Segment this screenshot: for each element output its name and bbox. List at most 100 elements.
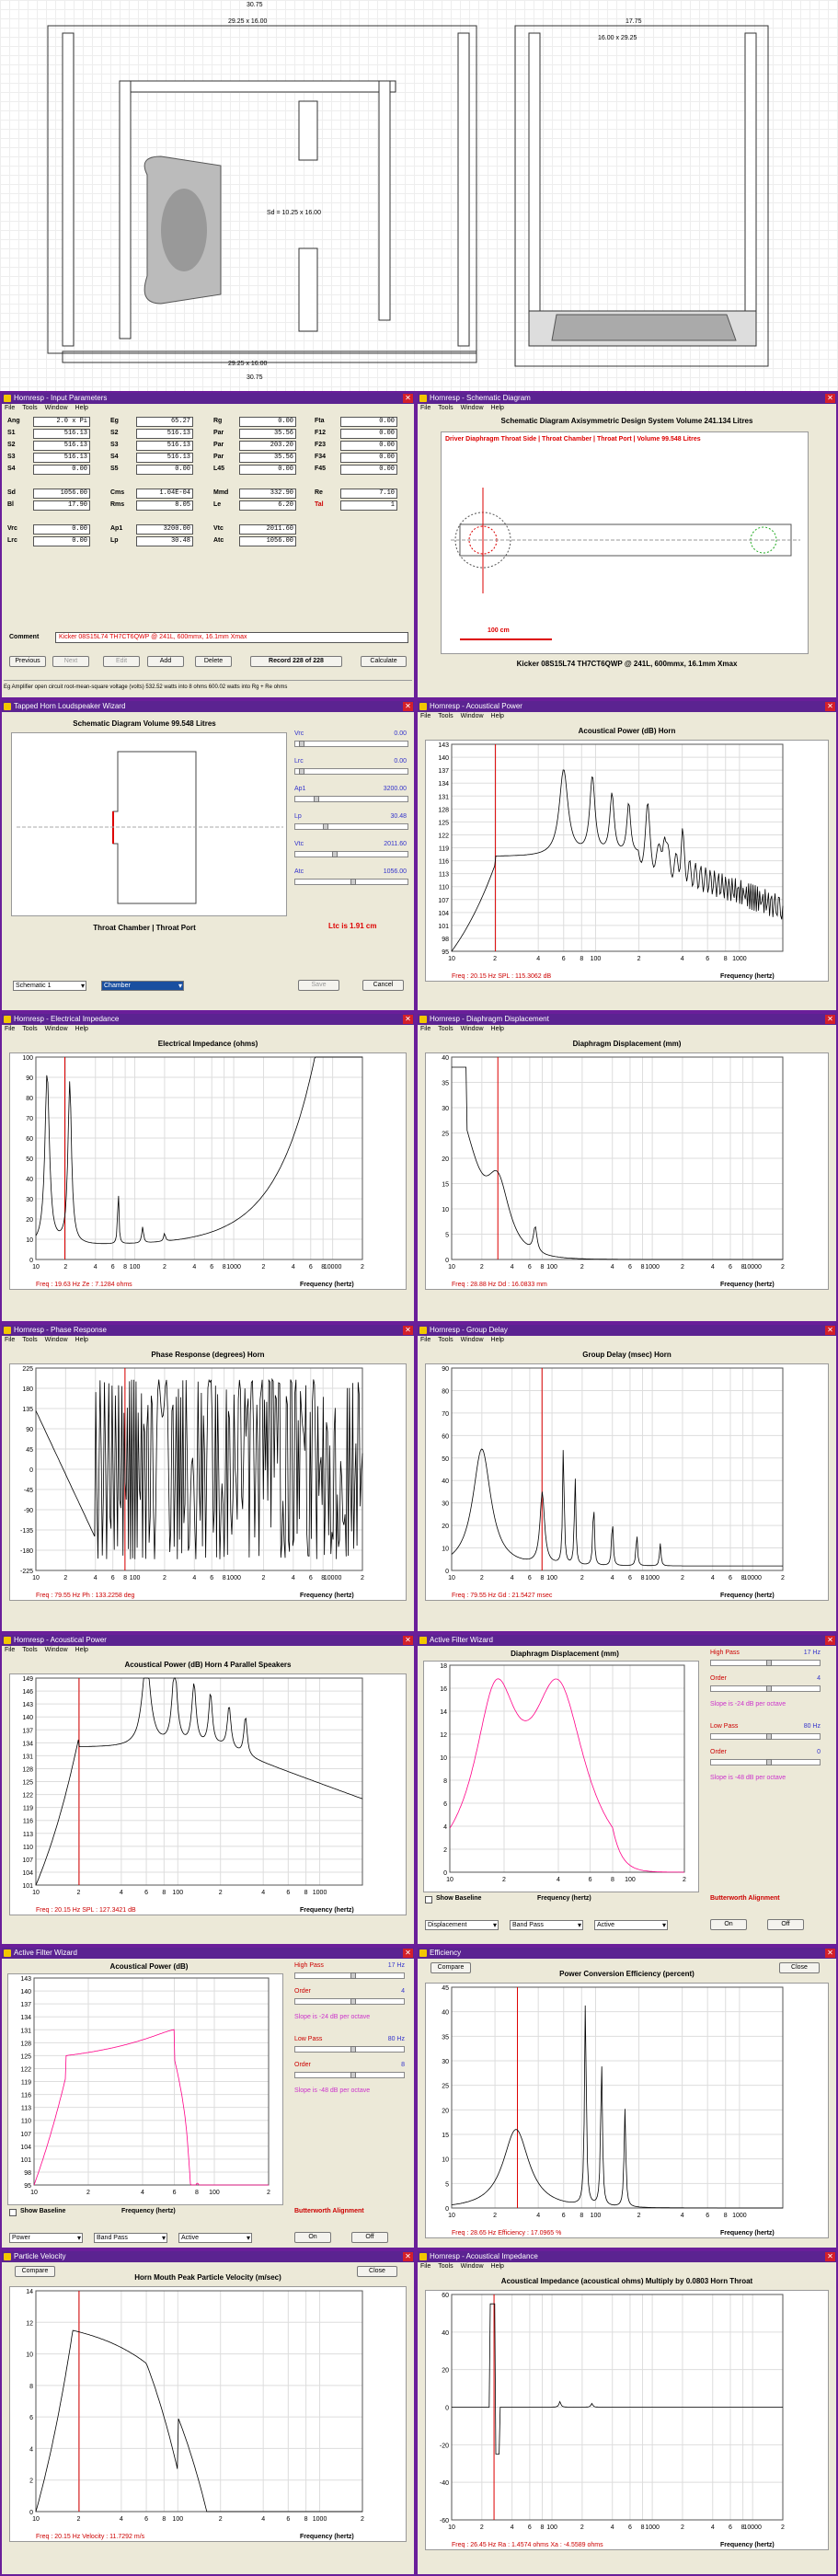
menu-window[interactable]: Window [44, 1337, 68, 1343]
filter-slider[interactable] [710, 1685, 821, 1692]
close-icon[interactable]: ✕ [403, 1636, 413, 1645]
close-button[interactable]: Close [779, 1962, 820, 1973]
param-field[interactable]: 332.90 [239, 489, 296, 499]
param-field[interactable]: 1.04E-04 [136, 489, 193, 499]
close-button[interactable]: Close [357, 2266, 397, 2277]
menu-tools[interactable]: Tools [22, 1337, 38, 1343]
on-button[interactable]: On [294, 2232, 331, 2243]
compare-button[interactable]: Compare [15, 2266, 55, 2277]
menu-window[interactable]: Window [460, 1026, 484, 1032]
slider-thumb[interactable] [350, 879, 356, 885]
menu-file[interactable]: File [420, 1026, 431, 1032]
slider-thumb[interactable] [766, 1759, 772, 1765]
menu-file[interactable]: File [420, 1337, 431, 1343]
menu-help[interactable]: Help [490, 405, 504, 411]
menu-window[interactable]: Window [460, 1337, 484, 1343]
param-field[interactable]: 516.13 [33, 453, 90, 463]
param-field[interactable]: 2.0 x Pi [33, 417, 90, 427]
calculate-button[interactable]: Calculate [361, 656, 407, 667]
close-icon[interactable]: ✕ [825, 1326, 835, 1335]
save-button[interactable]: Save [298, 980, 339, 991]
menu-tools[interactable]: Tools [438, 2263, 453, 2270]
param-field[interactable]: 0.00 [239, 417, 296, 427]
close-icon[interactable]: ✕ [403, 1949, 413, 1958]
mode-select[interactable]: Active [178, 2233, 252, 2243]
param-field[interactable]: 7.10 [340, 489, 397, 499]
filter-slider[interactable] [294, 2072, 405, 2078]
close-icon[interactable]: ✕ [403, 1015, 413, 1024]
menu-help[interactable]: Help [490, 1026, 504, 1032]
on-button[interactable]: On [710, 1919, 747, 1930]
chamber-select[interactable]: Chamber [101, 981, 184, 991]
menu-window[interactable]: Window [460, 713, 484, 719]
param-field[interactable]: 516.13 [136, 441, 193, 451]
menu-window[interactable]: Window [460, 405, 484, 411]
param-field[interactable]: 30.48 [136, 536, 193, 546]
menu-window[interactable]: Window [460, 2263, 484, 2270]
slider-thumb[interactable] [350, 2072, 356, 2078]
param-field[interactable]: 65.27 [136, 417, 193, 427]
edit-button[interactable]: Edit [103, 656, 140, 667]
menu-tools[interactable]: Tools [438, 405, 453, 411]
close-icon[interactable]: ✕ [403, 2252, 413, 2261]
previous-button[interactable]: Previous [9, 656, 46, 667]
menu-tools[interactable]: Tools [22, 1026, 38, 1032]
compare-button[interactable]: Compare [430, 1962, 471, 1973]
close-icon[interactable]: ✕ [403, 1326, 413, 1335]
param-field[interactable]: 2011.60 [239, 524, 296, 535]
menu-window[interactable]: Window [44, 405, 68, 411]
param-field[interactable]: 0.00 [33, 465, 90, 475]
parameter-slider[interactable] [294, 823, 408, 830]
menu-help[interactable]: Help [75, 1337, 88, 1343]
close-icon[interactable]: ✕ [825, 702, 835, 711]
menu-window[interactable]: Window [44, 1647, 68, 1653]
param-field[interactable]: 203.20 [239, 441, 296, 451]
slider-thumb[interactable] [299, 768, 304, 775]
param-field[interactable]: 35.56 [239, 429, 296, 439]
response-select[interactable]: Displacement [425, 1920, 499, 1930]
menu-window[interactable]: Window [44, 1026, 68, 1032]
slider-thumb[interactable] [323, 823, 328, 830]
comment-field[interactable]: Kicker 08S15L74 TH7CT6QWP @ 241L, 600mmx… [55, 632, 408, 643]
menu-help[interactable]: Help [490, 713, 504, 719]
menu-tools[interactable]: Tools [22, 1647, 38, 1653]
slider-thumb[interactable] [766, 1733, 772, 1740]
schematic-select[interactable]: Schematic 1 [13, 981, 86, 991]
parameter-slider[interactable] [294, 851, 408, 857]
slider-thumb[interactable] [332, 851, 338, 857]
param-field[interactable]: 1 [340, 500, 397, 511]
show-baseline-checkbox[interactable] [425, 1896, 432, 1903]
param-field[interactable]: 0.00 [33, 524, 90, 535]
filter-slider[interactable] [294, 1998, 405, 2005]
param-field[interactable]: 0.00 [340, 465, 397, 475]
menu-file[interactable]: File [5, 1337, 16, 1343]
menu-file[interactable]: File [5, 1647, 16, 1653]
menu-file[interactable]: File [420, 713, 431, 719]
filter-type-select[interactable]: Band Pass [94, 2233, 167, 2243]
param-field[interactable]: 1056.00 [33, 489, 90, 499]
parameter-slider[interactable] [294, 796, 408, 802]
slider-thumb[interactable] [314, 796, 319, 802]
param-field[interactable]: 1056.00 [239, 536, 296, 546]
param-field[interactable]: 0.00 [239, 465, 296, 475]
response-select[interactable]: Power [9, 2233, 83, 2243]
menu-tools[interactable]: Tools [438, 1337, 453, 1343]
param-field[interactable]: 0.00 [340, 441, 397, 451]
param-field[interactable]: 6.20 [239, 500, 296, 511]
slider-thumb[interactable] [350, 2046, 356, 2053]
close-icon[interactable]: ✕ [403, 394, 413, 403]
menu-file[interactable]: File [420, 2263, 431, 2270]
param-field[interactable]: 35.56 [239, 453, 296, 463]
filter-slider[interactable] [294, 1972, 405, 1979]
off-button[interactable]: Off [351, 2232, 388, 2243]
menu-tools[interactable]: Tools [22, 405, 38, 411]
menu-help[interactable]: Help [490, 1337, 504, 1343]
menu-file[interactable]: File [420, 405, 431, 411]
param-field[interactable]: 0.00 [340, 429, 397, 439]
filter-slider[interactable] [710, 1660, 821, 1666]
slider-thumb[interactable] [350, 1972, 356, 1979]
menu-tools[interactable]: Tools [438, 1026, 453, 1032]
slider-thumb[interactable] [299, 741, 304, 747]
param-field[interactable]: 516.13 [33, 441, 90, 451]
off-button[interactable]: Off [767, 1919, 804, 1930]
